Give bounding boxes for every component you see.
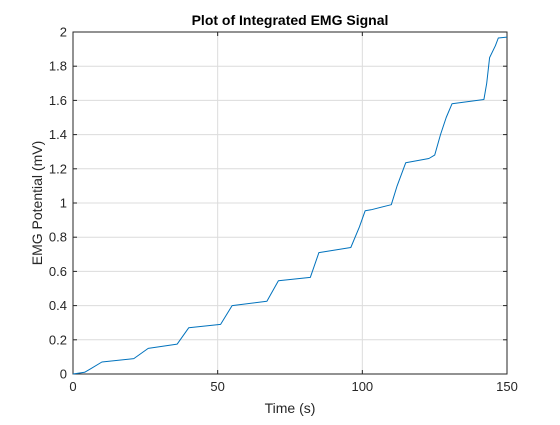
chart-title: Plot of Integrated EMG Signal bbox=[192, 12, 389, 28]
y-tick-label: 0.6 bbox=[49, 264, 67, 279]
x-tick-label: 150 bbox=[496, 379, 518, 394]
y-tick-label: 1.6 bbox=[49, 93, 67, 108]
y-tick-label: 0 bbox=[60, 367, 67, 382]
y-axis-label: EMG Potential (mV) bbox=[29, 141, 45, 265]
y-tick-label: 0.2 bbox=[49, 332, 67, 347]
x-tick-label: 50 bbox=[210, 379, 224, 394]
x-axis-label: Time (s) bbox=[265, 400, 316, 416]
series-layer bbox=[72, 36, 508, 375]
y-tick-label: 1 bbox=[60, 196, 67, 211]
y-tick-label: 2 bbox=[60, 25, 67, 40]
x-tick-label: 100 bbox=[351, 379, 373, 394]
y-tick-label: 1.2 bbox=[49, 161, 67, 176]
x-tick-label: 0 bbox=[69, 379, 76, 394]
y-tick-label: 1.8 bbox=[49, 59, 67, 74]
grid-layer bbox=[72, 31, 508, 375]
y-tick-label: 0.8 bbox=[49, 230, 67, 245]
y-tick-label: 0.4 bbox=[49, 298, 67, 313]
series-line bbox=[72, 36, 508, 375]
y-tick-label: 1.4 bbox=[49, 127, 67, 142]
tick-layer: 0 50 100 150 0 0.2 0.4 0.6 0.8 1 1.2 1.4 1.6 1.8 2 bbox=[49, 25, 518, 395]
